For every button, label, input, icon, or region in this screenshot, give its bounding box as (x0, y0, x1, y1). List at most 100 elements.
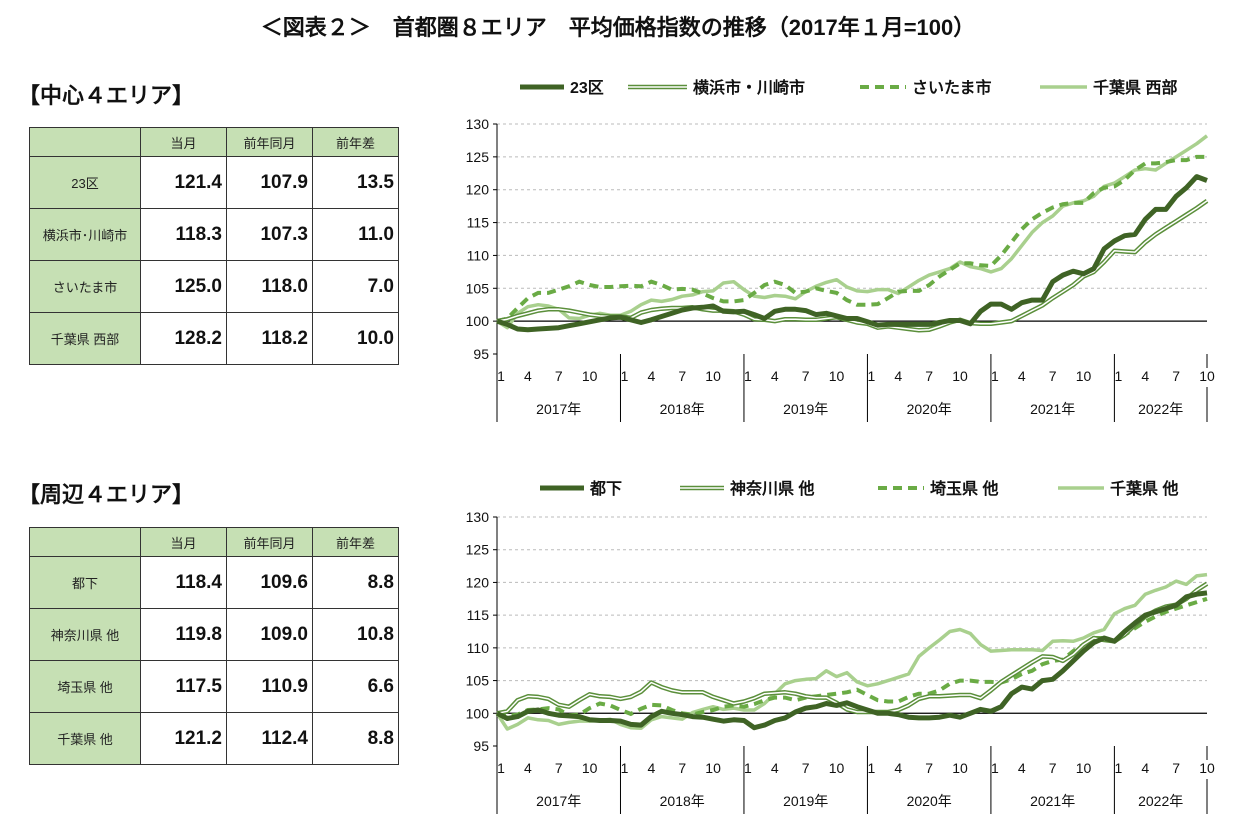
cell-diff: 8.8 (312, 712, 399, 765)
series-line (496, 154, 1207, 324)
cell-current: 121.4 (140, 156, 227, 209)
legend-label: 都下 (589, 479, 622, 498)
legend-item: さいたま市 (860, 78, 992, 97)
x-month-label: 1 (991, 368, 999, 384)
legend-label: 埼玉県 他 (930, 479, 998, 498)
legend-item: 千葉県 西部 (1040, 78, 1177, 97)
x-month-label: 1 (744, 368, 752, 384)
central-areas-table: 当月 前年同月 前年差 23区 121.4 107.9 13.5 横浜市･川崎市 118… (29, 127, 399, 365)
y-tick-label: 130 (466, 116, 490, 132)
legend-item: 千葉県 他 (1058, 479, 1178, 498)
legend-label: さいたま市 (912, 78, 992, 97)
figure-title: ＜図表２＞ 首都圏８エリア 平均価格指数の推移（2017年１月=100） (260, 15, 976, 40)
series-1 (495, 590, 1208, 731)
cell-prev-year: 109.6 (226, 556, 313, 609)
y-tick-label: 110 (467, 640, 490, 656)
cell-diff: 11.0 (312, 208, 399, 261)
legend-item: 都下 (540, 479, 622, 498)
series-line-outer (496, 581, 1209, 716)
x-year-label: 2018年 (660, 401, 705, 417)
x-month-label: 7 (555, 368, 563, 384)
table-header-corner (29, 527, 141, 557)
x-month-label: 7 (802, 368, 810, 384)
x-month-label: 10 (1076, 368, 1092, 384)
y-tick-label: 95 (473, 738, 489, 754)
y-tick-label: 110 (467, 247, 490, 263)
x-year-label: 2022年 (1138, 401, 1183, 417)
legend-label: 千葉県 他 (1110, 479, 1178, 498)
legend-label: 千葉県 西部 (1093, 78, 1177, 97)
x-year-label: 2019年 (783, 793, 828, 809)
series-line (496, 174, 1208, 333)
cell-current: 117.5 (140, 660, 227, 713)
x-year-label: 2017年 (536, 401, 581, 417)
row-area: 埼玉県 他 (29, 660, 141, 713)
legend-item: 23区 (520, 79, 604, 97)
table-row: 都下 118.4 109.6 8.8 (29, 556, 399, 609)
x-year-label: 2019年 (783, 401, 828, 417)
x-month-label: 1 (621, 760, 629, 776)
x-year-label: 2022年 (1138, 793, 1183, 809)
y-tick-label: 115 (467, 215, 490, 231)
cell-prev-year: 107.3 (226, 208, 313, 261)
x-month-label: 7 (802, 760, 810, 776)
legend-item: 横浜市・川崎市 (628, 78, 805, 97)
x-month-label: 1 (497, 368, 505, 384)
x-month-label: 4 (647, 368, 655, 384)
y-tick-label: 120 (466, 574, 490, 590)
x-month-label: 10 (705, 368, 721, 384)
x-year-label: 2018年 (660, 793, 705, 809)
x-month-label: 10 (952, 368, 968, 384)
table-header-diff: 前年差 (312, 527, 399, 557)
x-year-label: 2021年 (1030, 401, 1075, 417)
y-tick-label: 100 (466, 705, 490, 721)
x-month-label: 4 (894, 760, 902, 776)
series-2 (496, 199, 1209, 333)
table-row: 横浜市･川崎市 118.3 107.3 11.0 (29, 208, 399, 261)
x-month-label: 7 (678, 760, 686, 776)
series-3 (496, 596, 1208, 718)
table-row: さいたま市 125.0 118.0 7.0 (29, 260, 399, 313)
x-month-label: 10 (1199, 760, 1215, 776)
x-month-label: 10 (1199, 368, 1215, 384)
x-year-label: 2020年 (907, 793, 952, 809)
legend-label: 神奈川県 他 (730, 479, 814, 498)
cell-prev-year: 118.2 (226, 312, 313, 365)
series-4 (496, 134, 1209, 330)
legend-item: 埼玉県 他 (878, 479, 998, 498)
x-month-label: 1 (744, 760, 752, 776)
y-tick-label: 125 (466, 149, 490, 165)
x-month-label: 1 (1114, 760, 1122, 776)
x-month-label: 7 (555, 760, 563, 776)
y-tick-label: 125 (466, 542, 490, 558)
table-row: 埼玉県 他 117.5 110.9 6.6 (29, 660, 399, 713)
x-year-label: 2020年 (907, 401, 952, 417)
row-area: さいたま市 (29, 260, 141, 313)
y-tick-label: 100 (466, 313, 490, 329)
x-month-label: 10 (1076, 760, 1092, 776)
cell-diff: 8.8 (312, 556, 399, 609)
x-month-label: 10 (952, 760, 968, 776)
row-area: 千葉県 他 (29, 712, 141, 765)
row-area: 千葉県 西部 (29, 312, 141, 365)
cell-diff: 10.0 (312, 312, 399, 365)
series-2 (496, 581, 1209, 716)
table-row: 千葉県 他 121.2 112.4 8.8 (29, 712, 399, 765)
series-line (496, 134, 1209, 330)
x-month-label: 7 (1172, 368, 1180, 384)
row-area: 23区 (29, 156, 141, 209)
x-month-label: 10 (829, 368, 845, 384)
x-year-label: 2021年 (1030, 793, 1075, 809)
cell-diff: 6.6 (312, 660, 399, 713)
cell-current: 125.0 (140, 260, 227, 313)
x-month-label: 1 (497, 760, 505, 776)
legend-item: 神奈川県 他 (680, 479, 814, 498)
x-year-label: 2017年 (536, 793, 581, 809)
cell-diff: 7.0 (312, 260, 399, 313)
x-month-label: 7 (1172, 760, 1180, 776)
cell-current: 121.2 (140, 712, 227, 765)
table-row: 千葉県 西部 128.2 118.2 10.0 (29, 312, 399, 365)
x-month-label: 10 (582, 760, 598, 776)
x-month-label: 7 (925, 368, 933, 384)
